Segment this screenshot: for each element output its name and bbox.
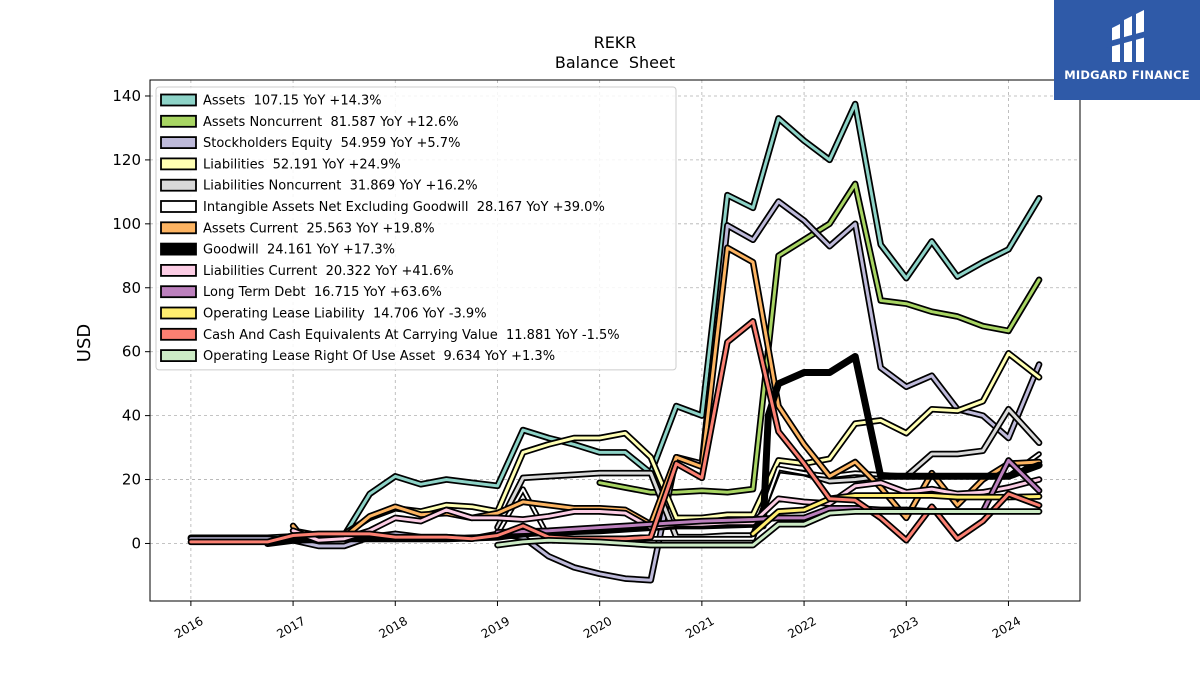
- legend-swatch: [160, 242, 197, 256]
- legend-entry: Stockholders Equity 54.959 YoY +5.7%: [160, 136, 460, 151]
- legend: Assets 107.15 YoY +14.3% Assets Noncurren…: [155, 86, 677, 371]
- plot-frame: [149, 79, 1081, 602]
- series-assets: [187, 100, 1043, 541]
- legend-frame: [155, 86, 677, 371]
- series-line: [751, 494, 1041, 536]
- legend-swatch: [160, 349, 197, 363]
- legend-swatch: [160, 327, 197, 341]
- legend-label: Liabilities Noncurrent 31.869 YoY +16.2%: [203, 179, 478, 194]
- y-tick-label: 0: [131, 534, 141, 552]
- legend-entry: Assets Current 25.563 YoY +19.8%: [160, 221, 435, 236]
- legend-entry: Goodwill 24.161 YoY +17.3%: [160, 242, 395, 258]
- legend-swatch: [160, 157, 197, 171]
- legend-label: Long Term Debt 16.715 YoY +63.6%: [203, 285, 442, 300]
- series-line: [189, 102, 1041, 540]
- series-operating-lease-right-of-use-asset: [494, 508, 1043, 549]
- legend-swatch: [160, 285, 197, 299]
- legend-label: Cash And Cash Equivalents At Carrying Va…: [203, 328, 620, 343]
- x-tick-label: 2020: [581, 614, 614, 641]
- x-tick-label: 2023: [888, 614, 921, 641]
- legend-label: Operating Lease Liability 14.706 YoY -3.…: [203, 307, 487, 322]
- legend-entry: Liabilities Noncurrent 31.869 YoY +16.2%: [160, 178, 478, 194]
- legend-label: Liabilities Current 20.322 YoY +41.6%: [203, 264, 454, 279]
- brand-name: MIDGARD FINANCE: [1064, 68, 1190, 82]
- legend-swatch: [160, 114, 197, 128]
- x-tick-label: 2019: [479, 614, 512, 641]
- legend-swatch: [160, 178, 197, 192]
- x-tick-label: 2022: [785, 614, 818, 641]
- y-tick-label: 100: [112, 215, 141, 233]
- series-operating-lease-liability: [749, 492, 1043, 538]
- legend-entry: Assets Noncurrent 81.587 YoY +12.6%: [160, 114, 459, 130]
- series-line: [496, 510, 1041, 547]
- legend-entry: Operating Lease Liability 14.706 YoY -3.…: [160, 306, 487, 322]
- legend-label: Stockholders Equity 54.959 YoY +5.7%: [203, 136, 460, 151]
- series-line: [189, 319, 1041, 544]
- legend-entry: Operating Lease Right Of Use Asset 9.634…: [160, 349, 555, 364]
- y-tick-label: 60: [122, 343, 141, 361]
- series-cash-and-cash-equivalents-at-carrying-value: [187, 318, 1043, 546]
- y-tick-label: 120: [112, 151, 141, 169]
- legend-entry: Liabilities 52.191 YoY +24.9%: [160, 157, 401, 172]
- y-tick-label: 40: [122, 407, 141, 425]
- legend-swatch: [160, 93, 197, 107]
- x-tick-label: 2018: [377, 614, 410, 641]
- x-tick-label: 2024: [990, 614, 1023, 641]
- x-tick-label: 2017: [274, 614, 307, 641]
- x-tick-label: 2021: [683, 614, 716, 641]
- x-tick-label: 2016: [172, 614, 205, 641]
- brand-logo-mark-icon: [1106, 10, 1150, 62]
- legend-entry: Cash And Cash Equivalents At Carrying Va…: [160, 327, 620, 343]
- chart-subtitle: Balance Sheet: [555, 53, 675, 72]
- y-axis-ticks: 0 20 40 60 80 100 120 140: [112, 87, 150, 552]
- chart-title: REKR: [594, 33, 637, 52]
- legend-label: Assets Noncurrent 81.587 YoY +12.6%: [203, 115, 459, 130]
- legend-entry: Liabilities Current 20.322 YoY +41.6%: [160, 263, 454, 279]
- legend-label: Liabilities 52.191 YoY +24.9%: [203, 157, 401, 172]
- legend-swatch: [160, 306, 197, 320]
- legend-swatch: [160, 263, 197, 277]
- legend-entry: Intangible Assets Net Excluding Goodwill…: [160, 200, 605, 215]
- brand-logo: MIDGARD FINANCE: [1054, 0, 1200, 100]
- legend-swatch: [160, 136, 197, 150]
- x-axis-ticks: 2016 2017 2018 2019 2020 2021 2022 2023 2024: [172, 601, 1023, 641]
- legend-entry: Long Term Debt 16.715 YoY +63.6%: [160, 285, 442, 300]
- y-tick-label: 80: [122, 279, 141, 297]
- legend-entry: Assets 107.15 YoY +14.3%: [160, 93, 382, 109]
- legend-label: Operating Lease Right Of Use Asset 9.634…: [203, 349, 555, 364]
- legend-swatch: [160, 200, 197, 213]
- legend-label: Assets 107.15 YoY +14.3%: [203, 94, 382, 109]
- legend-label: Goodwill 24.161 YoY +17.3%: [203, 243, 395, 258]
- y-tick-label: 140: [112, 87, 141, 105]
- legend-swatch: [160, 221, 197, 235]
- legend-label: Assets Current 25.563 YoY +19.8%: [203, 221, 435, 236]
- y-tick-label: 20: [122, 471, 141, 489]
- y-axis-label: USD: [74, 324, 95, 362]
- series-lines: [187, 100, 1043, 584]
- legend-label: Intangible Assets Net Excluding Goodwill…: [203, 200, 605, 215]
